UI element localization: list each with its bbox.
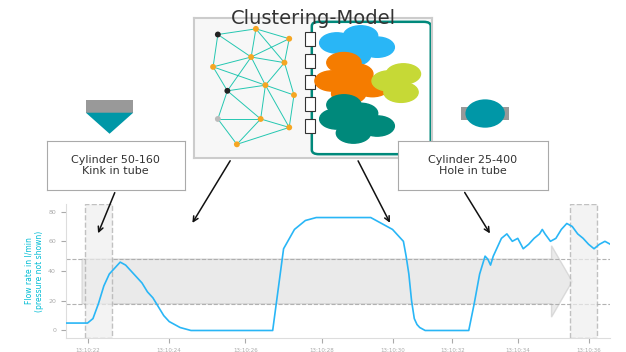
Polygon shape	[86, 113, 133, 134]
Point	[246, 54, 256, 60]
Circle shape	[327, 52, 361, 73]
Point	[251, 26, 261, 32]
Bar	[305, 32, 316, 46]
Y-axis label: Flow rate in l/min
(pressure not shown): Flow rate in l/min (pressure not shown)	[24, 231, 44, 312]
Circle shape	[356, 76, 389, 97]
FancyArrow shape	[82, 246, 572, 317]
Bar	[305, 54, 316, 68]
Circle shape	[315, 71, 349, 91]
Circle shape	[386, 64, 421, 84]
Point	[213, 32, 223, 37]
Bar	[85, 204, 112, 338]
Circle shape	[465, 99, 505, 128]
Bar	[461, 107, 509, 120]
Point	[279, 60, 289, 65]
Circle shape	[320, 33, 354, 53]
Text: Cylinder 25-400
Hole in tube: Cylinder 25-400 Hole in tube	[428, 155, 517, 176]
Circle shape	[384, 82, 418, 102]
Circle shape	[344, 103, 377, 124]
FancyBboxPatch shape	[312, 22, 431, 154]
Point	[222, 88, 232, 94]
Circle shape	[320, 109, 354, 129]
Point	[284, 125, 294, 130]
Circle shape	[336, 45, 371, 66]
Point	[213, 116, 223, 122]
Point	[232, 142, 242, 147]
Circle shape	[344, 26, 377, 46]
Bar	[86, 100, 133, 113]
Circle shape	[360, 116, 394, 136]
Point	[289, 92, 299, 98]
Circle shape	[332, 83, 366, 104]
Bar	[305, 119, 316, 133]
Point	[255, 116, 265, 122]
Circle shape	[327, 95, 361, 115]
Circle shape	[360, 37, 394, 57]
Point	[208, 64, 218, 70]
Circle shape	[336, 123, 371, 143]
Circle shape	[339, 64, 373, 84]
Point	[260, 82, 270, 88]
Bar	[305, 75, 316, 89]
Point	[284, 36, 294, 42]
Bar	[305, 97, 316, 111]
Text: Clustering-Model: Clustering-Model	[230, 9, 396, 28]
Circle shape	[372, 71, 406, 91]
Bar	[570, 204, 597, 338]
Text: Cylinder 50-160
Kink in tube: Cylinder 50-160 Kink in tube	[71, 155, 160, 176]
